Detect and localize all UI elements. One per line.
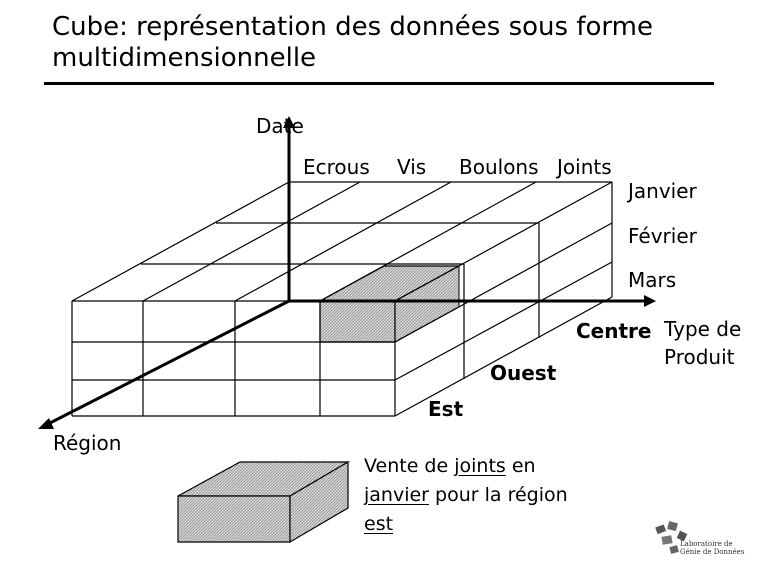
product-axis-label-line2: Produit — [664, 345, 735, 369]
product-label: Boulons — [459, 155, 539, 179]
product-label: Joints — [555, 155, 612, 179]
month-label: Mars — [628, 268, 676, 292]
product-axis-label-line1: Type de — [663, 317, 741, 341]
legend-cell-icon — [178, 462, 348, 542]
region-label: Ouest — [490, 361, 557, 385]
date-axis-label: Date — [256, 114, 304, 138]
legend-est: est — [364, 513, 393, 535]
product-label: Ecrous — [303, 155, 370, 179]
month-label: Février — [628, 224, 698, 248]
region-label: Est — [428, 397, 464, 421]
region-axis-label: Région — [53, 431, 121, 455]
product-label: Vis — [397, 155, 426, 179]
lab-logo-text: Laboratoire de Génie de Données — [680, 540, 744, 556]
legend-joints: joints — [454, 455, 506, 477]
legend-janvier: janvier — [364, 484, 429, 506]
region-label: Centre — [576, 319, 651, 343]
month-label: Janvier — [626, 179, 698, 203]
legend-description: Vente de joints en janvier pour la régio… — [364, 452, 604, 539]
